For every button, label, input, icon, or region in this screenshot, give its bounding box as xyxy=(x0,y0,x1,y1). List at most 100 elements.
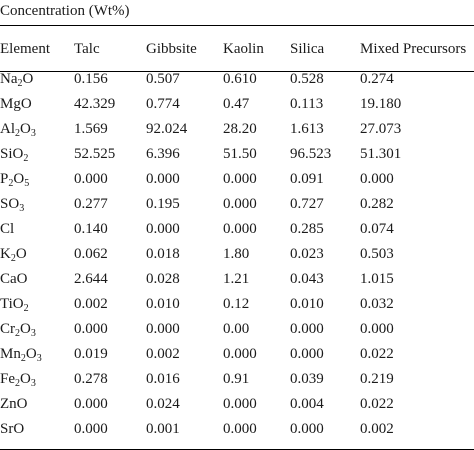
gibbsite-value-cell: 0.024 xyxy=(146,396,180,412)
table-header: Element Talc Gibbsite Kaolin Silica Mixe… xyxy=(0,31,474,67)
silica-value-cell: 0.091 xyxy=(290,171,324,187)
mixed-precursors-value-cell: 0.274 xyxy=(360,71,394,87)
header-row: Element Talc Gibbsite Kaolin Silica Mixe… xyxy=(0,31,474,67)
silica-value-cell: 0.000 xyxy=(290,321,324,337)
column-header-gibbsite: Gibbsite xyxy=(146,40,197,57)
silica-value-cell: 0.043 xyxy=(290,271,324,287)
gibbsite-value-cell: 0.195 xyxy=(146,196,180,212)
element-cell: MgO xyxy=(0,92,74,117)
talc-value-cell: 0.156 xyxy=(74,71,108,87)
silica-value-cell: 0.727 xyxy=(290,196,324,212)
silica-value-cell: 0.010 xyxy=(290,296,324,312)
table-row: P2O5 0.000 0.000 0.000 0.091 0.000 xyxy=(0,167,474,192)
talc-value-cell: 0.000 xyxy=(74,321,108,337)
talc-value-cell: 0.062 xyxy=(74,246,108,262)
talc-value-cell: 0.278 xyxy=(74,371,108,387)
formula-text: TiO xyxy=(0,296,24,312)
table-body: Na2O 0.156 0.507 0.610 0.528 0.274 MgO 42.329 0.… xyxy=(0,67,474,442)
kaolin-value-cell: 0.000 xyxy=(223,171,257,187)
formula-text: SiO xyxy=(0,146,24,162)
column-header-element: Element xyxy=(0,40,50,57)
table-caption: Concentration (Wt%) xyxy=(0,3,130,19)
formula-text: MgO xyxy=(0,96,32,112)
formula-text: O xyxy=(25,346,37,362)
table-row: Na2O 0.156 0.507 0.610 0.528 0.274 xyxy=(0,67,474,92)
element-cell: SO3 xyxy=(0,192,74,217)
gibbsite-value-cell: 0.000 xyxy=(146,321,180,337)
formula-text: Mn xyxy=(0,346,21,362)
talc-value-cell: 42.329 xyxy=(74,96,116,112)
silica-value-cell: 0.113 xyxy=(290,96,324,112)
element-cell: Cr2O3 xyxy=(0,317,74,342)
silica-value-cell: 0.000 xyxy=(290,421,324,437)
gibbsite-value-cell: 0.774 xyxy=(146,96,180,112)
element-cell: Mn2O3 xyxy=(0,342,74,367)
element-cell: Na2O xyxy=(0,67,74,92)
talc-value-cell: 0.277 xyxy=(74,196,108,212)
formula-text: O xyxy=(13,171,25,187)
talc-value-cell: 0.000 xyxy=(74,421,108,437)
formula-text: Na xyxy=(0,71,18,87)
table-row: Al2O3 1.569 92.024 28.20 1.613 27.073 xyxy=(0,117,474,142)
silica-value-cell: 0.000 xyxy=(290,346,324,362)
formula-subscript: 2 xyxy=(17,78,23,89)
kaolin-value-cell: 0.000 xyxy=(223,396,257,412)
formula-text: O xyxy=(20,371,31,387)
kaolin-value-cell: 0.12 xyxy=(223,296,250,312)
mixed-precursors-value-cell: 19.180 xyxy=(360,96,402,112)
element-cell: P2O5 xyxy=(0,167,74,192)
talc-value-cell: 0.140 xyxy=(74,221,108,237)
kaolin-value-cell: 0.610 xyxy=(223,71,257,87)
gibbsite-value-cell: 0.010 xyxy=(146,296,180,312)
concentration-table: Element Talc Gibbsite Kaolin Silica Mixe… xyxy=(0,31,474,442)
formula-text: Fe xyxy=(0,371,15,387)
formula-text: O xyxy=(20,321,31,337)
kaolin-value-cell: 28.20 xyxy=(223,121,257,137)
mixed-precursors-value-cell: 51.301 xyxy=(360,146,402,162)
table-row: CaO 2.644 0.028 1.21 0.043 1.015 xyxy=(0,267,474,292)
gibbsite-value-cell: 0.507 xyxy=(146,71,180,87)
formula-subscript: 2 xyxy=(23,303,29,314)
gibbsite-value-cell: 0.018 xyxy=(146,246,180,262)
formula-subscript: 2 xyxy=(15,128,20,139)
formula-text: Cr xyxy=(0,321,15,337)
table-row: MgO 42.329 0.774 0.47 0.113 19.180 xyxy=(0,92,474,117)
kaolin-value-cell: 51.50 xyxy=(223,146,257,162)
gibbsite-value-cell: 0.001 xyxy=(146,421,180,437)
formula-text: SrO xyxy=(0,421,25,437)
table-row: Cr2O3 0.000 0.000 0.00 0.000 0.000 xyxy=(0,317,474,342)
element-cell: TiO2 xyxy=(0,292,74,317)
mixed-precursors-value-cell: 0.000 xyxy=(360,171,394,187)
kaolin-value-cell: 1.80 xyxy=(223,246,250,262)
mixed-precursors-value-cell: 0.022 xyxy=(360,346,394,362)
kaolin-value-cell: 0.000 xyxy=(223,196,257,212)
talc-value-cell: 0.019 xyxy=(74,346,108,362)
kaolin-value-cell: 0.000 xyxy=(223,346,257,362)
formula-subscript: 2 xyxy=(20,353,26,364)
element-cell: Cl xyxy=(0,217,74,242)
mixed-precursors-value-cell: 27.073 xyxy=(360,121,402,137)
mixed-precursors-value-cell: 0.032 xyxy=(360,296,394,312)
formula-text: O xyxy=(15,246,27,262)
formula-text: SO xyxy=(0,196,20,212)
column-header-silica: Silica xyxy=(290,40,325,57)
talc-value-cell: 1.569 xyxy=(74,121,108,137)
table-row: TiO2 0.002 0.010 0.12 0.010 0.032 xyxy=(0,292,474,317)
silica-value-cell: 0.039 xyxy=(290,371,324,387)
silica-value-cell: 0.285 xyxy=(290,221,324,237)
mixed-precursors-value-cell: 0.000 xyxy=(360,321,394,337)
talc-value-cell: 2.644 xyxy=(74,271,108,287)
talc-value-cell: 0.002 xyxy=(74,296,108,312)
element-cell: Fe2O3 xyxy=(0,367,74,392)
element-cell: SiO2 xyxy=(0,142,74,167)
formula-text: ZnO xyxy=(0,396,28,412)
element-cell: Al2O3 xyxy=(0,117,74,142)
table-row: SO3 0.277 0.195 0.000 0.727 0.282 xyxy=(0,192,474,217)
silica-value-cell: 96.523 xyxy=(290,146,332,162)
mixed-precursors-value-cell: 0.074 xyxy=(360,221,394,237)
formula-text: K xyxy=(0,246,11,262)
formula-subscript: 3 xyxy=(30,378,36,389)
formula-subscript: 2 xyxy=(8,178,14,189)
formula-text: P xyxy=(0,171,9,187)
element-cell: K2O xyxy=(0,242,74,267)
